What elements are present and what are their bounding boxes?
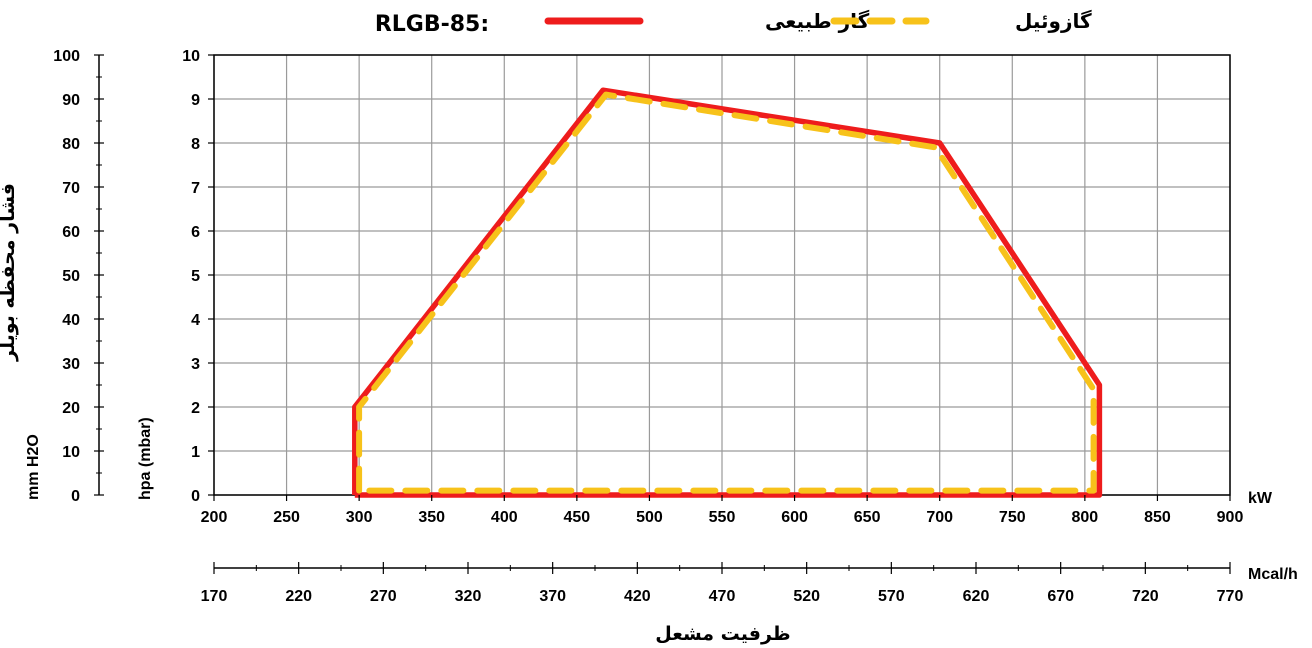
x2-tick-label: 220 [285, 588, 312, 605]
y-caption: فشار محفظه بویلر [0, 183, 19, 362]
x-tick-label: 600 [781, 509, 808, 526]
x-tick-label: 300 [346, 509, 373, 526]
x2-tick-label: 170 [201, 588, 228, 605]
x-tick-label: 350 [418, 509, 445, 526]
y2-tick-label: 30 [62, 356, 80, 373]
x-tick-label: 550 [709, 509, 736, 526]
series-diesel [356, 91, 1097, 494]
y-tick-label: 9 [191, 92, 200, 109]
y2-tick-label: 40 [62, 312, 80, 329]
x-tick-label: 250 [273, 509, 300, 526]
x-tick-label: 650 [854, 509, 881, 526]
y2-tick-label: 10 [62, 444, 80, 461]
x2-tick-label: 420 [624, 588, 651, 605]
x-caption: ظرفیت مشعل [655, 623, 790, 645]
y-axis-ticks: 0 1 2 3 4 5 6 7 8 9 10 [182, 48, 214, 505]
x2-tick-label: 770 [1217, 588, 1244, 605]
x2-tick-label: 370 [539, 588, 566, 605]
x-tick-label: 200 [201, 509, 228, 526]
x-tick-label: 900 [1217, 509, 1244, 526]
chart-title: RLGB-85: [375, 12, 489, 37]
x-axis-unit: kW [1248, 490, 1273, 507]
y2-tick-label: 80 [62, 136, 80, 153]
x2-tick-label: 720 [1132, 588, 1159, 605]
x-tick-label: 800 [1072, 509, 1099, 526]
y-tick-label: 1 [191, 444, 200, 461]
x2-tick-label: 620 [963, 588, 990, 605]
y2-axis-unit: mm H2O [25, 434, 42, 500]
x2-tick-label: 270 [370, 588, 397, 605]
y2-tick-label: 50 [62, 268, 80, 285]
x2-tick-label: 320 [455, 588, 482, 605]
y-tick-label: 8 [191, 136, 200, 153]
y-tick-label: 3 [191, 356, 200, 373]
x-tick-label: 450 [564, 509, 591, 526]
x2-tick-label: 670 [1047, 588, 1074, 605]
x2-axis-ticks: 170 220 270 320 370 420 470 520 570 620 670 720 770 [201, 562, 1244, 605]
series-layer [352, 87, 1103, 498]
y-tick-label: 7 [191, 180, 200, 197]
y-tick-label: 2 [191, 400, 200, 417]
x-tick-label: 700 [926, 509, 953, 526]
y2-tick-label: 70 [62, 180, 80, 197]
y2-tick-label: 0 [71, 488, 80, 505]
x-tick-label: 750 [999, 509, 1026, 526]
y-axis-unit: hpa (mbar) [137, 417, 154, 500]
x-tick-label: 850 [1144, 509, 1171, 526]
x2-axis-unit: Mcal/h [1248, 566, 1298, 583]
y-tick-label: 0 [191, 488, 200, 505]
x2-tick-label: 470 [709, 588, 736, 605]
series-natural-gas [352, 87, 1103, 498]
y-tick-label: 4 [191, 312, 200, 329]
grid-lines [213, 54, 1231, 496]
legend-label-diesel: گازوئیل [1015, 9, 1092, 33]
y-tick-label: 6 [191, 224, 200, 241]
x2-tick-label: 570 [878, 588, 905, 605]
y2-tick-label: 60 [62, 224, 80, 241]
x-tick-label: 400 [491, 509, 518, 526]
y-tick-label: 5 [191, 268, 200, 285]
y2-tick-label: 90 [62, 92, 80, 109]
x-axis-ticks: 200 250 300 350 400 450 500 550 600 650 700 750 800 8… [201, 495, 1244, 526]
y2-tick-label: 100 [53, 48, 80, 65]
x2-tick-label: 520 [793, 588, 820, 605]
y2-tick-label: 20 [62, 400, 80, 417]
y2-axis-ticks: 0 10 20 30 40 50 60 70 80 90 100 [53, 48, 104, 505]
y-tick-label: 10 [182, 48, 200, 65]
x-tick-label: 500 [636, 509, 663, 526]
